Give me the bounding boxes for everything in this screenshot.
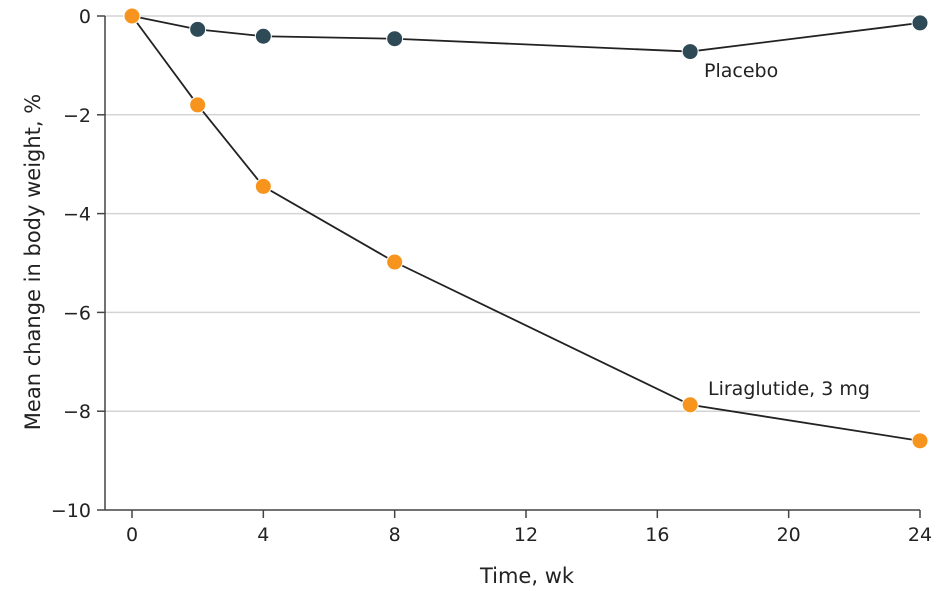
x-tick-label: 16 <box>645 524 669 546</box>
x-tick-label: 0 <box>126 524 138 546</box>
series-label-placebo: Placebo <box>704 60 778 82</box>
data-point-1 <box>911 432 929 450</box>
data-point-1 <box>189 96 207 114</box>
data-point-1 <box>386 253 404 271</box>
y-tick-label: −2 <box>63 105 91 127</box>
series-line-0 <box>131 15 921 53</box>
y-tick-label: −10 <box>51 500 91 522</box>
series-line-1 <box>131 15 921 442</box>
x-axis-title: Time, wk <box>479 564 575 588</box>
axes <box>97 15 921 518</box>
data-point-1 <box>123 7 141 25</box>
data-point-0 <box>254 27 272 45</box>
data-point-0 <box>386 30 404 48</box>
tick-labels: 0 −2 −4 −6 −8 −10 0 4 8 12 16 20 24 <box>51 6 932 546</box>
gridlines <box>105 15 920 412</box>
y-tick-label: −8 <box>63 401 91 423</box>
y-tick-label: −4 <box>63 204 91 226</box>
data-point-0 <box>681 43 699 61</box>
y-axis-title: Mean change in body weight, % <box>21 94 45 430</box>
x-tick-label: 20 <box>777 524 801 546</box>
series-layer <box>123 7 929 450</box>
x-tick-label: 8 <box>389 524 401 546</box>
data-point-1 <box>681 396 699 414</box>
data-point-1 <box>254 177 272 195</box>
data-point-0 <box>189 20 207 38</box>
y-tick-label: −6 <box>63 302 91 324</box>
series-label-liraglutide: Liraglutide, 3 mg <box>708 378 870 400</box>
x-tick-label: 4 <box>257 524 269 546</box>
x-tick-label: 12 <box>514 524 538 546</box>
x-tick-label: 24 <box>908 524 932 546</box>
data-point-0 <box>911 14 929 32</box>
y-tick-label: 0 <box>79 6 91 28</box>
